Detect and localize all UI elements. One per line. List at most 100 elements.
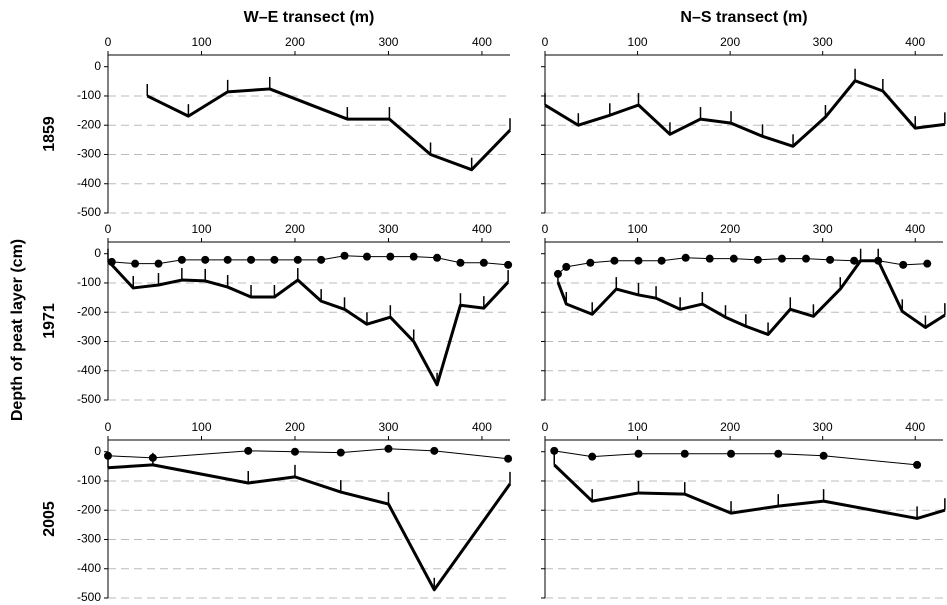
y-tick-label: -500 [77, 392, 101, 406]
point [293, 255, 302, 264]
point [384, 444, 393, 453]
point [336, 448, 345, 457]
y-tick-label: 0 [94, 444, 101, 458]
y-tick-label: -100 [77, 473, 101, 487]
point [899, 260, 908, 269]
x-tick-label: 100 [628, 420, 648, 434]
x-tick-label: 0 [542, 222, 549, 236]
x-tick-label: 300 [378, 420, 398, 434]
y-tick-label: -300 [77, 334, 101, 348]
x-tick-label: 0 [105, 420, 112, 434]
point [270, 255, 279, 264]
x-tick-label: 300 [378, 35, 398, 49]
point [774, 449, 783, 458]
point [430, 446, 439, 455]
point [362, 252, 371, 261]
y-tick-label: -200 [77, 502, 101, 516]
point [409, 252, 418, 261]
x-tick-label: 400 [905, 222, 925, 236]
y-tick-label: -400 [77, 363, 101, 377]
point [634, 449, 643, 458]
y-tick-label: -500 [77, 205, 101, 219]
point [290, 447, 299, 456]
x-tick-label: 400 [472, 420, 492, 434]
x-tick-label: 300 [813, 35, 833, 49]
x-tick-label: 200 [285, 420, 305, 434]
y-tick-label: -300 [77, 532, 101, 546]
x-tick-label: 0 [105, 35, 112, 49]
point [634, 256, 643, 265]
point [456, 258, 465, 267]
y-tick-label: -200 [77, 304, 101, 318]
point [850, 256, 859, 265]
x-tick-label: 200 [285, 35, 305, 49]
point [154, 259, 163, 268]
x-tick-label: 400 [472, 222, 492, 236]
x-tick-label: 100 [628, 35, 648, 49]
point [433, 253, 442, 262]
point [386, 252, 395, 261]
point [244, 446, 253, 455]
x-tick-label: 0 [105, 222, 112, 236]
point [131, 259, 140, 268]
y-tick-label: -500 [77, 590, 101, 604]
series-line [106, 259, 510, 387]
y-tick-label: -200 [77, 117, 101, 131]
y-tick-label: -100 [77, 88, 101, 102]
x-tick-label: 200 [720, 420, 740, 434]
point [657, 256, 666, 265]
y-tick-label: -100 [77, 275, 101, 289]
x-tick-label: 0 [542, 35, 549, 49]
series-line [107, 463, 512, 592]
point [340, 251, 349, 260]
x-tick-label: 100 [191, 35, 211, 49]
series-line [556, 259, 946, 336]
row-label: 2005 [41, 501, 58, 537]
point [550, 446, 559, 455]
point [317, 255, 326, 264]
point [727, 449, 736, 458]
series-line [111, 255, 509, 266]
point [588, 452, 597, 461]
x-tick-label: 100 [191, 420, 211, 434]
series-line [554, 450, 918, 466]
series-line [107, 448, 509, 460]
point [201, 255, 210, 264]
point [826, 255, 835, 264]
point [681, 253, 690, 262]
point [819, 451, 828, 460]
point [586, 258, 595, 267]
point [923, 259, 932, 268]
x-tick-label: 400 [905, 35, 925, 49]
series-line [146, 87, 512, 172]
point [753, 255, 762, 264]
x-tick-label: 400 [472, 35, 492, 49]
point [223, 255, 232, 264]
point [610, 256, 619, 265]
y-tick-label: 0 [94, 246, 101, 260]
point [247, 255, 256, 264]
y-tick-label: -400 [77, 176, 101, 190]
point [504, 260, 513, 269]
x-tick-label: 100 [628, 222, 648, 236]
point [479, 258, 488, 267]
column-title: W–E transect (m) [244, 9, 375, 26]
x-tick-label: 300 [378, 222, 398, 236]
row-label: 1971 [41, 303, 58, 339]
point [680, 449, 689, 458]
x-tick-label: 300 [813, 222, 833, 236]
series-line [544, 79, 946, 148]
point [705, 254, 714, 263]
point [802, 254, 811, 263]
x-tick-label: 100 [191, 222, 211, 236]
x-tick-label: 200 [285, 222, 305, 236]
point [177, 255, 186, 264]
x-tick-label: 200 [720, 35, 740, 49]
x-tick-label: 200 [720, 222, 740, 236]
column-title: N–S transect (m) [680, 9, 807, 26]
point [504, 454, 513, 463]
point [562, 262, 571, 271]
y-tick-label: -400 [77, 561, 101, 575]
row-label: 1859 [41, 116, 58, 152]
